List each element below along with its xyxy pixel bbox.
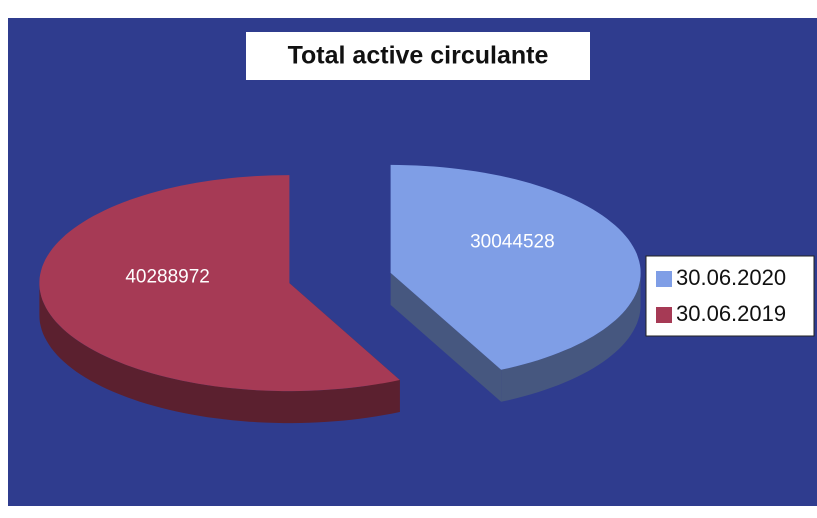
data-label: 30044528: [470, 232, 555, 253]
legend: [645, 255, 815, 337]
title-box: [246, 32, 590, 80]
legend-label: 30.06.2020: [676, 265, 786, 290]
slice-side: [501, 272, 641, 402]
legend-label: 30.06.2019: [676, 301, 786, 326]
slice: [39, 175, 400, 392]
slice-side: [390, 272, 502, 402]
slice: [390, 164, 641, 370]
legend-swatch: [656, 307, 672, 323]
chart-title: Total active circulante: [288, 42, 549, 70]
legend-swatch: [656, 271, 672, 287]
slice-side: [39, 283, 400, 424]
data-label: 40288972: [125, 266, 210, 287]
